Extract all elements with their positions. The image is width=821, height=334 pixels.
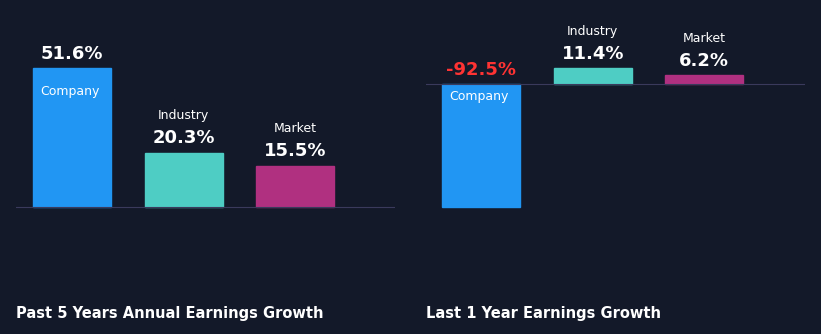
Text: Market: Market	[273, 122, 317, 135]
Text: -92.5%: -92.5%	[447, 61, 516, 79]
Text: Market: Market	[683, 32, 726, 45]
Bar	[33, 68, 111, 207]
Text: Past 5 Years Annual Earnings Growth: Past 5 Years Annual Earnings Growth	[16, 306, 324, 321]
Bar	[665, 75, 743, 84]
Text: 11.4%: 11.4%	[562, 45, 624, 63]
Bar	[256, 166, 334, 207]
Bar	[443, 84, 521, 207]
Text: 20.3%: 20.3%	[153, 129, 215, 147]
Text: 51.6%: 51.6%	[41, 45, 103, 63]
Text: Company: Company	[449, 90, 508, 103]
Bar	[554, 68, 632, 84]
Text: Company: Company	[40, 85, 99, 98]
Text: 15.5%: 15.5%	[264, 142, 326, 160]
Text: Last 1 Year Earnings Growth: Last 1 Year Earnings Growth	[425, 306, 661, 321]
Bar	[144, 153, 222, 207]
Text: Industry: Industry	[567, 25, 618, 38]
Text: Industry: Industry	[158, 109, 209, 122]
Text: 6.2%: 6.2%	[679, 52, 729, 70]
